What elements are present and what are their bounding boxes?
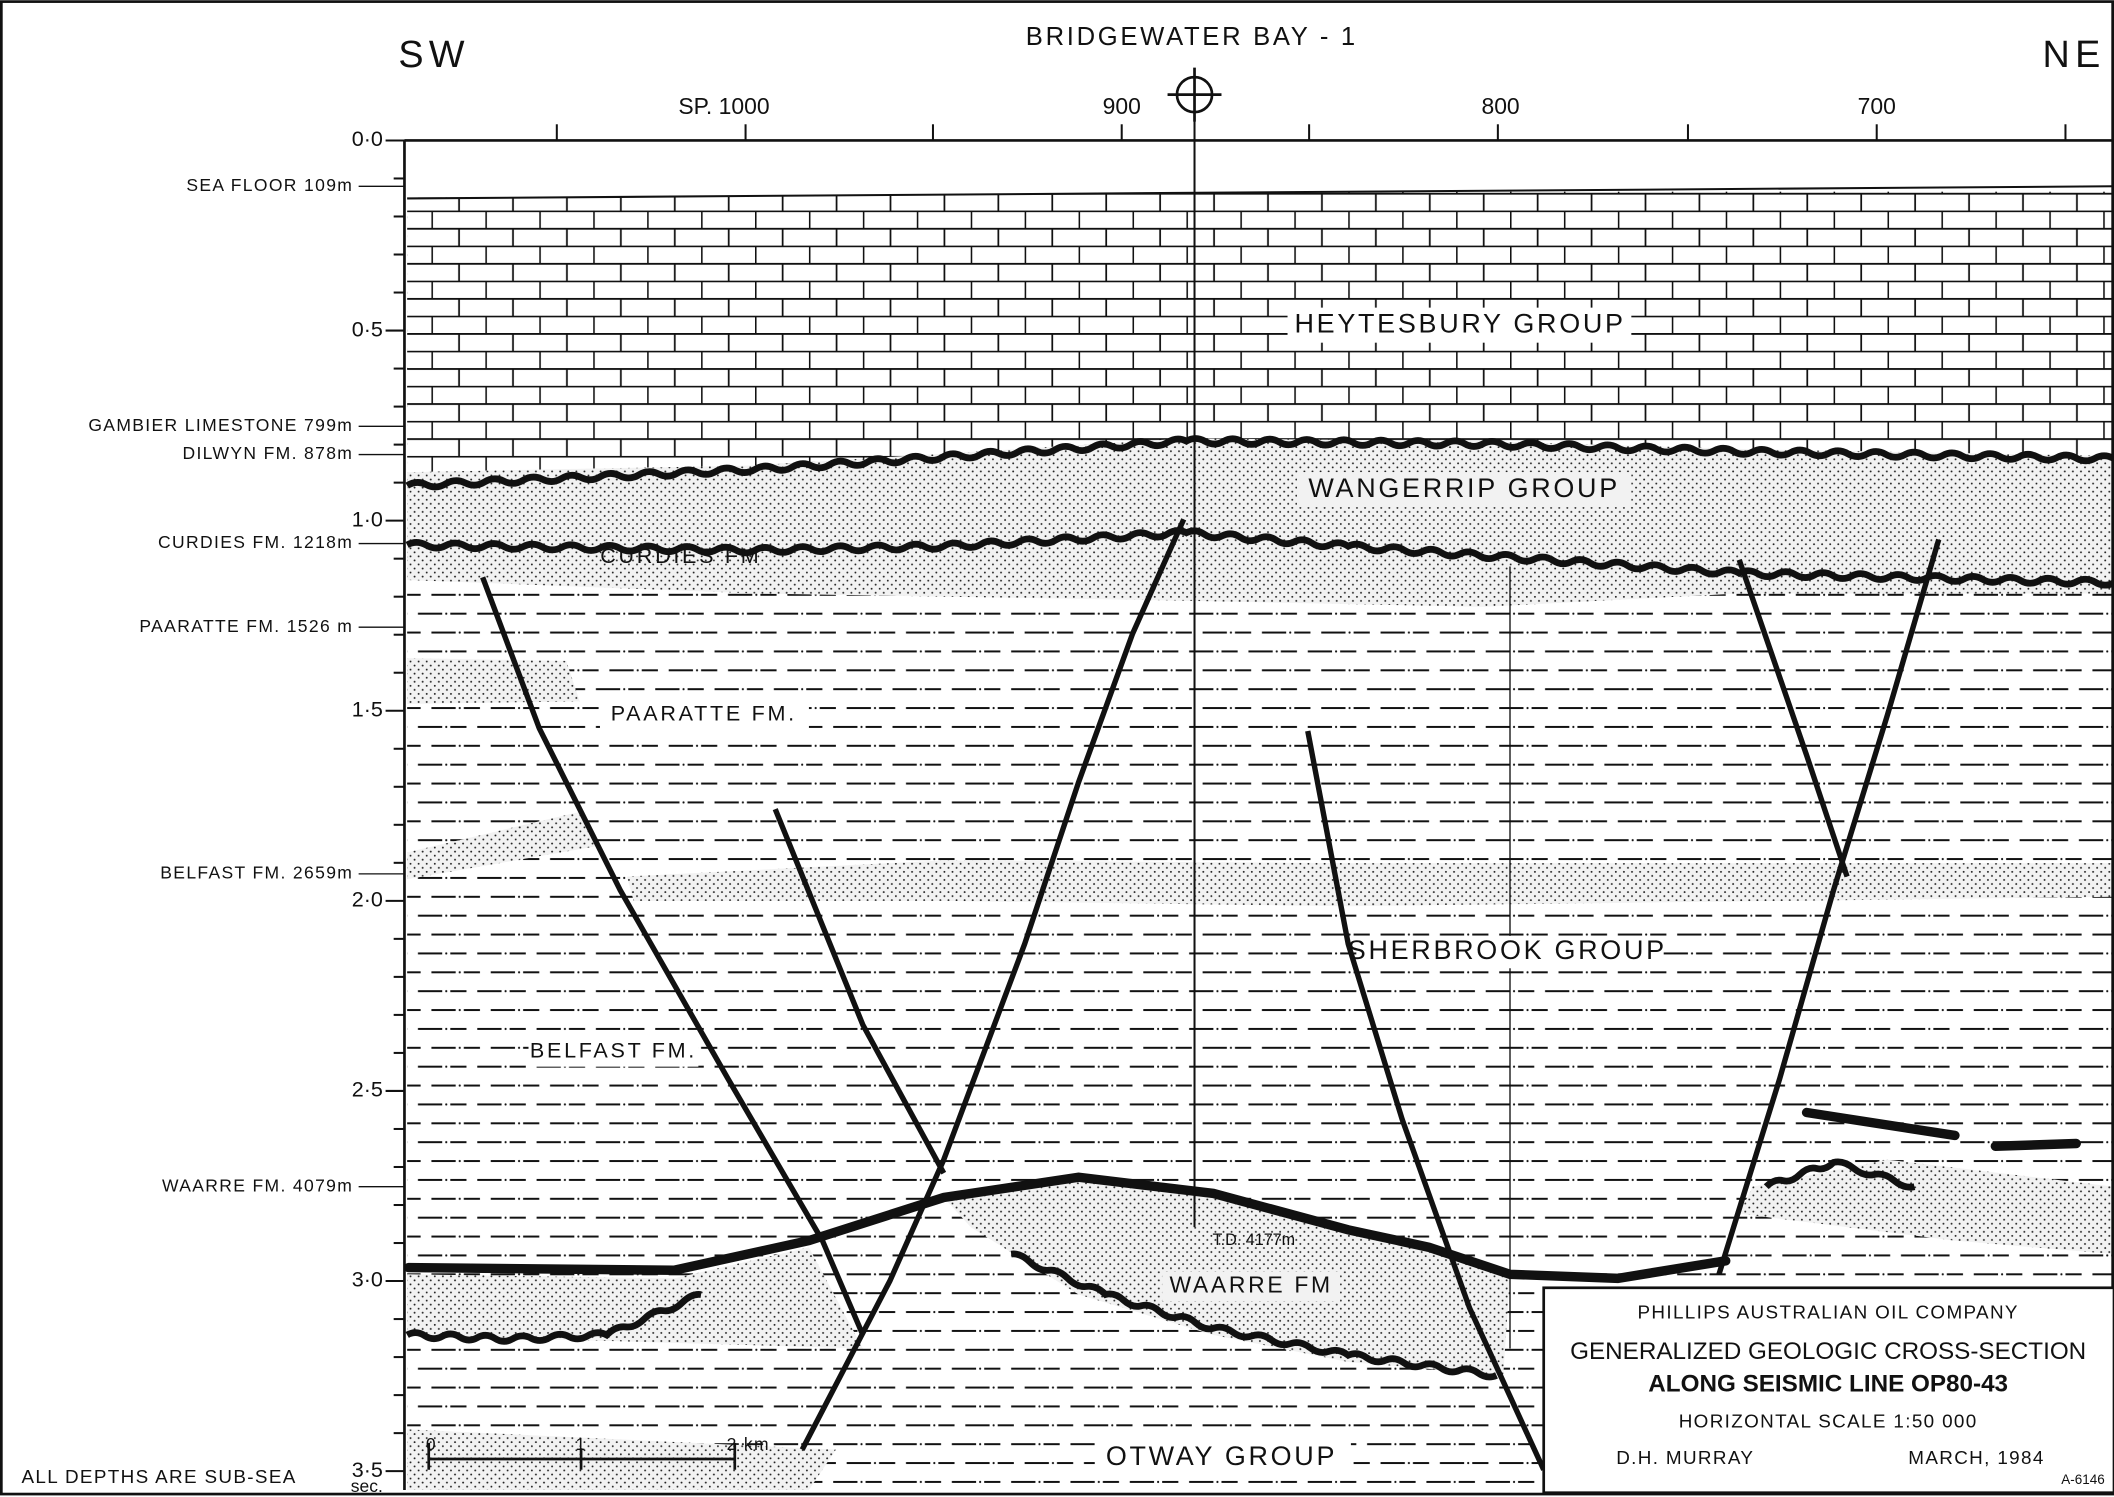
heytesbury-fill: [407, 186, 2114, 473]
time-label: 1·5: [352, 696, 383, 721]
date: MARCH, 1984: [1908, 1447, 2044, 1468]
shotpoint: 800: [1481, 93, 1519, 119]
unit-label: SHERBROOK GROUP: [1348, 935, 1667, 965]
time-label: 1·0: [352, 506, 383, 531]
fault: [799, 518, 1187, 1451]
well-symbol: [1167, 67, 1222, 122]
title-box: [1542, 1286, 2114, 1495]
label-bg: [1162, 1271, 1341, 1302]
sand-band: [407, 658, 580, 705]
unconformity: [1010, 1250, 1498, 1381]
shotpoint: 700: [1858, 93, 1896, 119]
sand-band: [407, 811, 600, 880]
unconformity: [405, 1290, 702, 1345]
fault: [1716, 538, 1942, 1276]
time-label: 3·0: [352, 1267, 383, 1292]
total-depth: T.D. 4177m: [1213, 1231, 1296, 1249]
time-label: 2·5: [352, 1077, 383, 1102]
horizons: [403, 1107, 2081, 1284]
well-name: BRIDGEWATER BAY - 1: [1026, 23, 1358, 51]
label-bg: [1287, 307, 1632, 343]
sand-band: [626, 860, 2114, 907]
title-block: PHILLIPS AUSTRALIAN OIL COMPANY GENERALI…: [1542, 1286, 2114, 1495]
direction: SW: [398, 33, 470, 75]
waarre-fill: [1739, 1159, 2114, 1255]
time-unit: sec.: [351, 1476, 383, 1496]
ref: A-6146: [2061, 1472, 2104, 1487]
shotpoint: SP. 1000: [678, 93, 769, 119]
waarre-top: [1801, 1107, 1960, 1141]
water: [407, 140, 2114, 192]
direction: NE: [2043, 33, 2106, 75]
depth-label: GAMBIER LIMESTONE 799m: [88, 415, 353, 435]
fault: [772, 808, 947, 1175]
scale-label: 1: [576, 1434, 587, 1454]
unit-label: HEYTESBURY GROUP: [1295, 308, 1626, 338]
unconformity: [1763, 1158, 1916, 1191]
scale-label: 0: [426, 1434, 437, 1454]
note: ALL DEPTHS ARE SUB-SEA: [21, 1466, 296, 1487]
time-label: 2·0: [352, 887, 383, 912]
label-bg: [1296, 472, 1632, 508]
unit-label: PAARATTE FM.: [611, 700, 797, 725]
time-label: 0·5: [352, 316, 383, 341]
time-label: 0·0: [352, 126, 383, 151]
title: GENERALIZED GEOLOGIC CROSS-SECTION: [1570, 1338, 2086, 1365]
unit-label: WANGERRIP GROUP: [1308, 473, 1620, 503]
title: ALONG SEISMIC LINE OP80-43: [1648, 1370, 2008, 1397]
depth-label: CURDIES FM. 1218m: [158, 532, 353, 552]
unit-label: CURDIES FM: [600, 543, 761, 568]
depth-label: WAARRE FM. 4079m: [162, 1175, 353, 1195]
unit-label: OTWAY GROUP: [1106, 1441, 1337, 1471]
label-bg: [528, 1037, 699, 1067]
shotpoint: 900: [1103, 93, 1141, 119]
label-bg: [1094, 1441, 1351, 1474]
well: [1167, 67, 1511, 1349]
depth-label: PAARATTE FM. 1526 m: [139, 616, 353, 636]
waarre-top: [1990, 1138, 2081, 1151]
depth-label: DILWYN FM. 878m: [182, 443, 353, 463]
time-label: 3·5: [352, 1457, 383, 1482]
fault: [1736, 558, 1850, 878]
scale-label: 2 km: [727, 1434, 770, 1454]
scale-line: [427, 1442, 737, 1470]
waarre-fill: [407, 1247, 863, 1349]
unconformity: [405, 527, 2114, 589]
company: PHILLIPS AUSTRALIAN OIL COMPANY: [1637, 1301, 2018, 1322]
waarre-top: [403, 1172, 1731, 1284]
unit-label: BELFAST FM.: [530, 1038, 697, 1063]
author: D.H. MURRAY: [1616, 1447, 1754, 1468]
label-bg: [1359, 935, 1659, 969]
unit-label: WAARRE FM: [1169, 1271, 1332, 1297]
depth-label: SEA FLOOR 109m: [186, 175, 353, 195]
scale-bar: 0 1 2 km: [426, 1434, 770, 1470]
fault: [480, 576, 866, 1337]
sea-floor: [407, 185, 2114, 200]
unconformity: [405, 435, 2114, 491]
label-bg: [599, 699, 809, 730]
faults: [480, 518, 1942, 1471]
unconformities: [405, 435, 2114, 1381]
unit-labels: HEYTESBURY GROUP WANGERRIP GROUP CURDIES…: [528, 307, 1667, 1474]
scale: HORIZONTAL SCALE 1:50 000: [1679, 1411, 1978, 1432]
fault: [1305, 730, 1547, 1471]
depth-label: BELFAST FM. 2659m: [160, 863, 353, 883]
